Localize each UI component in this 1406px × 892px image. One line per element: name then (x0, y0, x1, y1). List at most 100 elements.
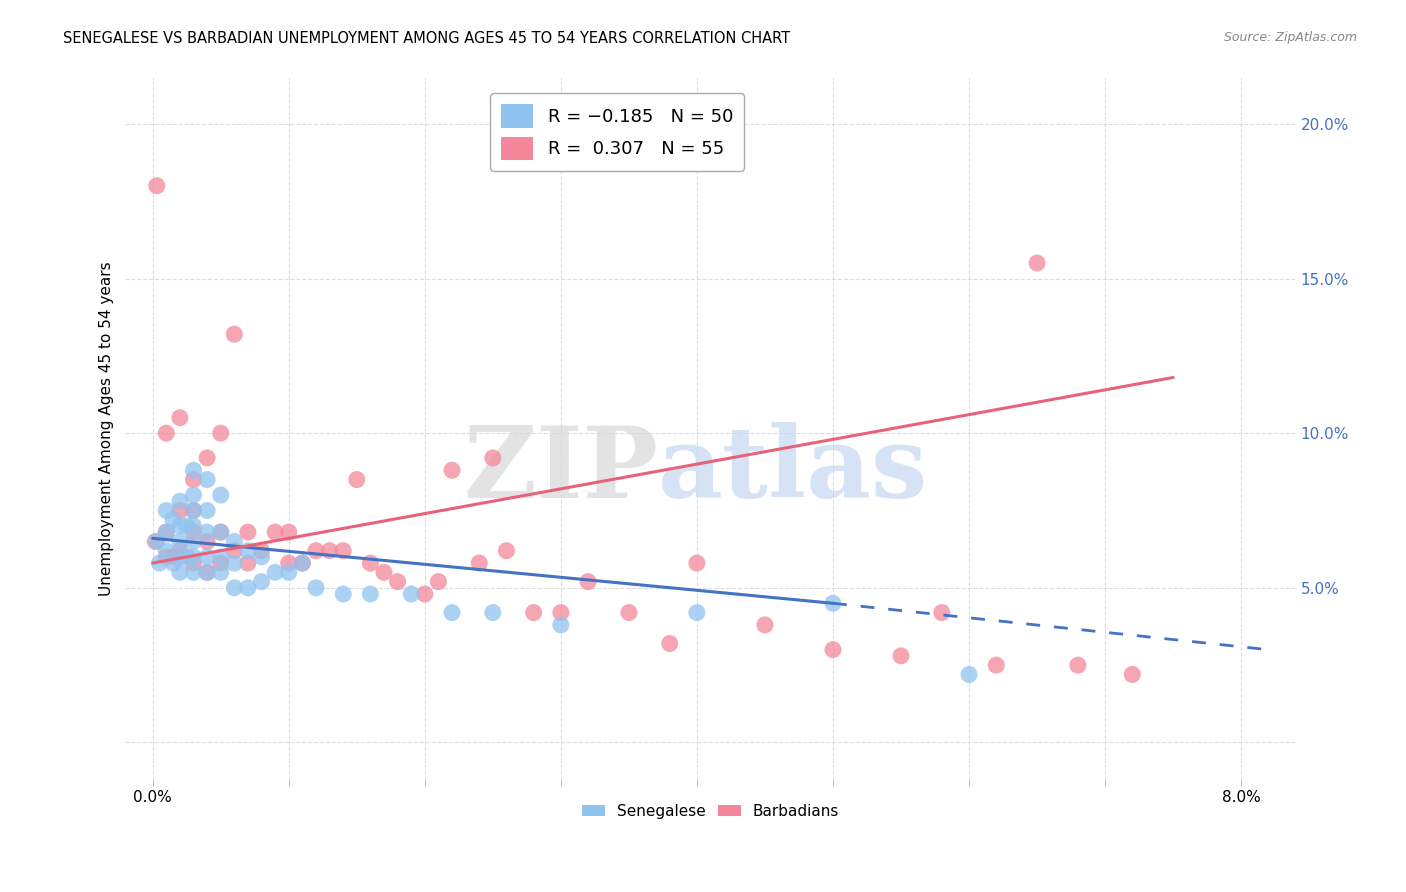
Point (236, 556, 259, 570)
Point (482, 450, 505, 465)
Point (277, 556, 299, 570)
Point (183, 519, 205, 533)
Point (250, 574, 273, 589)
Point (305, 543, 328, 558)
Point (183, 566, 205, 580)
Point (183, 473, 205, 487)
Point (482, 606, 505, 620)
Point (183, 556, 205, 570)
Point (236, 543, 259, 558)
Point (277, 566, 299, 580)
Point (155, 503, 177, 517)
Point (264, 525, 287, 540)
Point (195, 473, 218, 487)
Text: atlas: atlas (658, 422, 928, 519)
Point (986, 658, 1008, 673)
Point (250, 549, 273, 564)
Point (305, 581, 328, 595)
Point (550, 606, 572, 620)
Point (195, 549, 218, 564)
Point (821, 642, 844, 657)
Point (195, 450, 218, 465)
Text: SENEGALESE VS BARBADIAN UNEMPLOYMENT AMONG AGES 45 TO 54 YEARS CORRELATION CHART: SENEGALESE VS BARBADIAN UNEMPLOYMENT AMO… (63, 31, 790, 46)
Point (686, 556, 709, 570)
Point (183, 463, 205, 477)
Point (250, 543, 273, 558)
Point (209, 525, 232, 540)
Point (155, 525, 177, 540)
Point (1121, 667, 1143, 681)
Point (176, 549, 198, 564)
Point (359, 587, 381, 601)
Point (686, 606, 709, 620)
Point (332, 587, 354, 601)
Point (576, 574, 599, 589)
Point (277, 525, 299, 540)
Point (183, 488, 205, 502)
Point (957, 667, 980, 681)
Point (195, 534, 218, 549)
Point (145, 534, 167, 549)
Point (658, 636, 681, 650)
Point (183, 534, 205, 549)
Point (617, 606, 640, 620)
Point (155, 525, 177, 540)
Text: Source: ZipAtlas.com: Source: ZipAtlas.com (1223, 31, 1357, 45)
Point (145, 534, 167, 549)
Point (523, 606, 546, 620)
Point (440, 606, 463, 620)
Point (209, 525, 232, 540)
Point (346, 473, 368, 487)
Point (413, 587, 436, 601)
Point (931, 606, 953, 620)
Point (162, 549, 184, 564)
Y-axis label: Unemployment Among Ages 45 to 54 years: Unemployment Among Ages 45 to 54 years (100, 261, 114, 596)
Point (176, 519, 198, 533)
Point (1067, 658, 1090, 673)
Point (1026, 256, 1049, 270)
Point (291, 556, 314, 570)
Point (754, 618, 776, 632)
Point (195, 525, 218, 540)
Point (162, 556, 184, 570)
Point (359, 556, 381, 570)
Point (224, 534, 246, 549)
Point (236, 525, 259, 540)
Point (169, 534, 191, 549)
Point (373, 566, 395, 580)
Point (890, 648, 912, 663)
Point (169, 549, 191, 564)
Point (169, 519, 191, 533)
Point (195, 566, 218, 580)
Point (550, 618, 572, 632)
Point (440, 463, 463, 477)
Point (495, 543, 517, 558)
Point (224, 556, 246, 570)
Point (291, 556, 314, 570)
Point (318, 543, 340, 558)
Point (821, 596, 844, 610)
Point (183, 525, 205, 540)
Point (195, 503, 218, 517)
Legend: Senegalese, Barbadians: Senegalese, Barbadians (575, 797, 845, 824)
Point (195, 566, 218, 580)
Point (169, 410, 191, 425)
Point (169, 494, 191, 508)
Point (162, 513, 184, 527)
Point (169, 566, 191, 580)
Point (209, 488, 232, 502)
Point (209, 556, 232, 570)
Point (209, 549, 232, 564)
Point (145, 178, 167, 193)
Point (183, 503, 205, 517)
Point (236, 581, 259, 595)
Point (224, 327, 246, 342)
Point (399, 587, 422, 601)
Point (155, 549, 177, 564)
Point (209, 566, 232, 580)
Point (148, 556, 170, 570)
Point (468, 556, 491, 570)
Point (224, 543, 246, 558)
Point (169, 543, 191, 558)
Point (209, 426, 232, 441)
